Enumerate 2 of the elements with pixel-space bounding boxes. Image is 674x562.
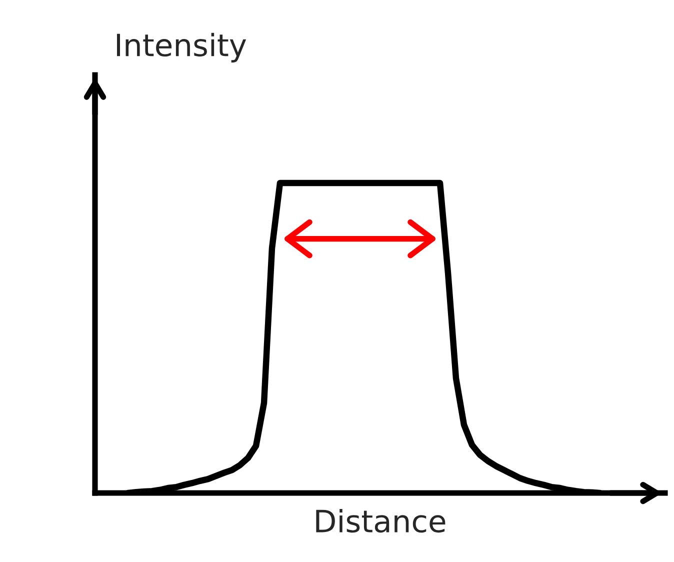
x-axis-title: Distance <box>316 508 446 533</box>
y-axis-title: Intensity <box>117 32 246 62</box>
